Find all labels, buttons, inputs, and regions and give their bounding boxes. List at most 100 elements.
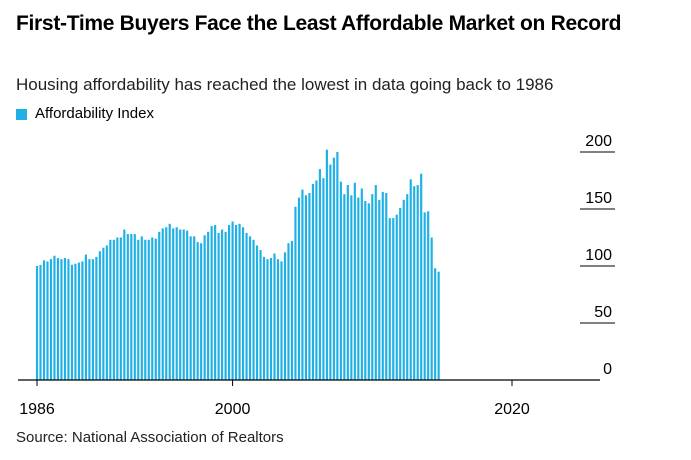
bar bbox=[126, 234, 129, 380]
bar bbox=[35, 266, 39, 380]
bar bbox=[151, 237, 154, 380]
bar bbox=[119, 237, 122, 380]
bar bbox=[304, 195, 308, 380]
bar bbox=[245, 232, 248, 380]
bar bbox=[269, 258, 273, 380]
x-tick-label: 2000 bbox=[215, 401, 251, 418]
bar bbox=[130, 234, 133, 380]
bar bbox=[248, 236, 252, 380]
bar bbox=[423, 212, 426, 380]
bar bbox=[413, 186, 416, 380]
bar bbox=[102, 247, 105, 380]
x-tick-label: 2020 bbox=[494, 401, 530, 418]
bar bbox=[290, 240, 294, 380]
bar bbox=[133, 234, 136, 380]
bar bbox=[74, 263, 77, 380]
bar bbox=[207, 231, 210, 380]
bar bbox=[416, 185, 419, 380]
bar bbox=[168, 223, 171, 380]
bar bbox=[266, 259, 269, 380]
bar bbox=[217, 232, 220, 380]
y-tick-label: 150 bbox=[585, 190, 612, 207]
bar bbox=[39, 264, 42, 380]
bar bbox=[315, 180, 318, 380]
bar bbox=[172, 228, 175, 380]
bar bbox=[179, 229, 182, 380]
bar bbox=[238, 223, 241, 380]
bar bbox=[221, 229, 224, 380]
bar bbox=[353, 182, 356, 380]
bar bbox=[402, 199, 405, 380]
bar bbox=[70, 264, 74, 380]
bar bbox=[301, 189, 304, 380]
legend: Affordability Index bbox=[16, 104, 154, 124]
bar bbox=[378, 199, 381, 380]
chart-title: First-Time Buyers Face the Least Afforda… bbox=[16, 12, 622, 35]
y-tick-label: 100 bbox=[585, 247, 612, 264]
bar bbox=[88, 259, 91, 380]
bar bbox=[287, 243, 290, 380]
bar bbox=[196, 242, 199, 380]
bar bbox=[357, 197, 360, 380]
bar bbox=[210, 226, 213, 380]
x-tick-label: 1986 bbox=[19, 401, 55, 418]
bar bbox=[332, 157, 335, 380]
bar bbox=[346, 185, 349, 380]
bar bbox=[98, 251, 101, 380]
bar bbox=[91, 259, 94, 380]
bar bbox=[144, 239, 147, 380]
bar bbox=[193, 236, 196, 380]
bar bbox=[158, 231, 161, 380]
bar bbox=[77, 262, 80, 380]
bar bbox=[430, 237, 433, 380]
bar bbox=[123, 229, 126, 380]
bar bbox=[241, 227, 245, 380]
bar bbox=[186, 230, 189, 380]
bar bbox=[112, 239, 115, 380]
bar bbox=[140, 236, 143, 380]
bar bbox=[165, 227, 168, 380]
bar bbox=[235, 224, 238, 380]
legend-label: Affordability Index bbox=[35, 105, 154, 122]
bar bbox=[262, 256, 266, 380]
bar bbox=[189, 236, 192, 380]
bar bbox=[406, 194, 409, 380]
y-tick-label: 200 bbox=[585, 133, 612, 150]
bar bbox=[392, 218, 395, 380]
bar bbox=[147, 239, 150, 380]
bar bbox=[427, 211, 430, 380]
bar bbox=[182, 229, 185, 380]
bar bbox=[273, 253, 276, 380]
bar bbox=[311, 183, 315, 380]
bar bbox=[200, 243, 203, 380]
bar bbox=[95, 256, 98, 380]
bar bbox=[109, 239, 112, 380]
legend-swatch bbox=[16, 108, 27, 120]
y-tick-label: 0 bbox=[603, 361, 612, 378]
bar bbox=[325, 149, 328, 380]
bar bbox=[49, 259, 53, 380]
bar bbox=[360, 188, 363, 380]
bar bbox=[371, 194, 374, 380]
bar bbox=[367, 203, 370, 380]
bar bbox=[259, 250, 262, 380]
bar bbox=[276, 259, 280, 380]
bar bbox=[381, 191, 384, 380]
bar bbox=[308, 193, 311, 380]
bar bbox=[46, 261, 49, 380]
bar bbox=[228, 224, 231, 380]
bar bbox=[42, 260, 46, 380]
bar bbox=[105, 245, 108, 380]
bar bbox=[231, 221, 234, 380]
bar bbox=[350, 195, 353, 380]
bar bbox=[214, 224, 217, 380]
bar bbox=[252, 239, 255, 380]
bar bbox=[116, 237, 119, 380]
bar bbox=[81, 261, 84, 380]
bar bbox=[255, 245, 259, 380]
bar bbox=[399, 207, 402, 380]
bar bbox=[283, 252, 287, 380]
bar bbox=[388, 218, 391, 380]
bar bbox=[53, 255, 56, 380]
bar bbox=[409, 179, 412, 380]
